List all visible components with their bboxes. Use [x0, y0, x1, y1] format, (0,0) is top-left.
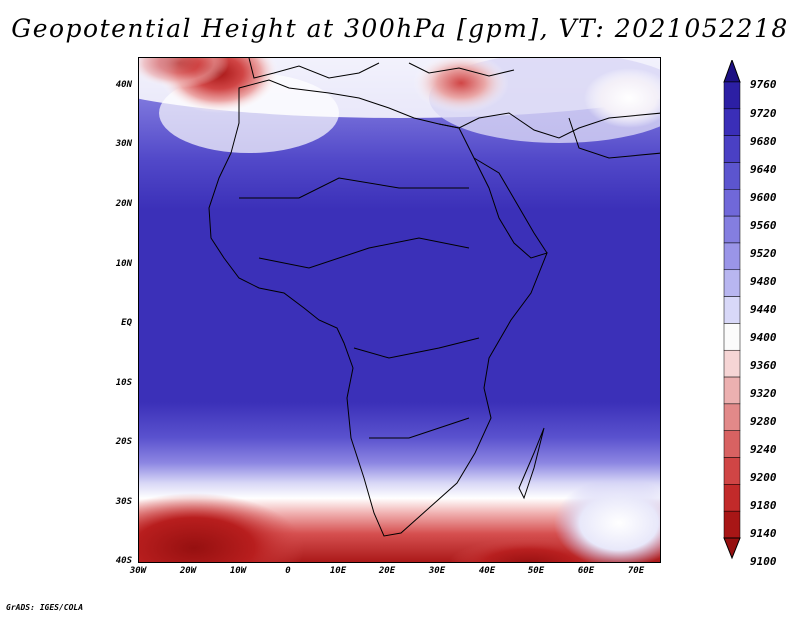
lon-label-40e: 40E: [478, 566, 496, 576]
map-field-svg: [139, 58, 660, 562]
lon-label-30e: 30E: [428, 566, 446, 576]
colorbar-segment: [723, 162, 741, 190]
europe-coast: [248, 58, 380, 79]
lon-label-10e: 10E: [329, 566, 347, 576]
middle-east-coast: [438, 112, 660, 139]
lon-label-60e: 60E: [577, 566, 595, 576]
colorbar-label: 9200: [750, 471, 777, 484]
lon-label-30w: 30W: [129, 566, 147, 576]
geopotential-map: [138, 57, 661, 563]
colorbar-segment: [723, 269, 741, 297]
colorbar-segment: [723, 457, 741, 485]
lon-label-20e: 20E: [378, 566, 396, 576]
lon-label-0: 0: [285, 566, 291, 576]
lon-label-20w: 20W: [179, 566, 197, 576]
lon-label-10w: 10W: [229, 566, 247, 576]
madagascar-outline: [518, 427, 545, 500]
lon-label-50e: 50E: [527, 566, 545, 576]
colorbar-label: 9640: [750, 163, 777, 176]
colorbar-label: 9440: [750, 303, 777, 316]
colorbar-segment: [723, 323, 741, 351]
colorbar-segment: [723, 189, 741, 217]
sahara-border-1: [239, 177, 469, 199]
lat-label-20n: 20N: [115, 199, 132, 209]
sahel-border: [258, 237, 470, 269]
colorbar-segment: [723, 430, 741, 458]
lat-label-10n: 10N: [115, 259, 132, 269]
colorbar-segment: [723, 242, 741, 271]
colorbar: [723, 60, 741, 560]
colorbar-segment: [723, 510, 741, 539]
chart-title: Geopotential Height at 300hPa [gpm], VT:…: [11, 14, 789, 43]
colorbar-segment: [723, 296, 741, 324]
colorbar-label: 9140: [750, 527, 777, 540]
colorbar-label: 9560: [750, 219, 777, 232]
lat-label-eq: EQ: [121, 318, 132, 328]
lon-label-70e: 70E: [627, 566, 645, 576]
colorbar-top-arrow: [723, 60, 741, 83]
lat-label-40s: 40S: [115, 556, 132, 566]
colorbar-segment: [723, 215, 741, 244]
colorbar-label: 9480: [750, 275, 777, 288]
central-border: [353, 337, 480, 359]
colorbar-segment: [723, 376, 741, 405]
colorbar-segment: [723, 81, 741, 110]
colorbar-label: 9760: [750, 78, 777, 91]
colorbar-label: 9400: [750, 331, 777, 344]
colorbar-label: 9720: [750, 107, 777, 120]
lat-label-10s: 10S: [115, 378, 132, 388]
colorbar-label: 9280: [750, 415, 777, 428]
iran-border: [568, 117, 660, 159]
grads-credit: GrADS: IGES/COLA: [6, 603, 84, 612]
colorbar-label: 9680: [750, 135, 777, 148]
colorbar-segment: [723, 349, 741, 378]
colorbar-label: 9320: [750, 387, 777, 400]
colorbar-segment: [723, 484, 741, 512]
southern-border: [369, 417, 470, 439]
arabia-coast: [473, 157, 548, 254]
colorbar-label: 9520: [750, 247, 777, 260]
colorbar-label: 9600: [750, 191, 777, 204]
lat-label-30n: 30N: [115, 139, 132, 149]
balkans-coast: [408, 62, 515, 77]
lat-label-20s: 20S: [115, 437, 132, 447]
colorbar-segment: [723, 108, 741, 136]
colorbar-label: 9360: [750, 359, 777, 372]
lat-label-40n: 40N: [115, 80, 132, 90]
colorbar-label: 9240: [750, 443, 777, 456]
colorbar-label: 9180: [750, 499, 777, 512]
colorbar-segment: [723, 135, 741, 163]
colorbar-segment: [723, 403, 741, 431]
colorbar-bottom-arrow: [723, 537, 741, 560]
lat-label-30s: 30S: [115, 497, 132, 507]
colorbar-label: 9100: [750, 555, 777, 568]
